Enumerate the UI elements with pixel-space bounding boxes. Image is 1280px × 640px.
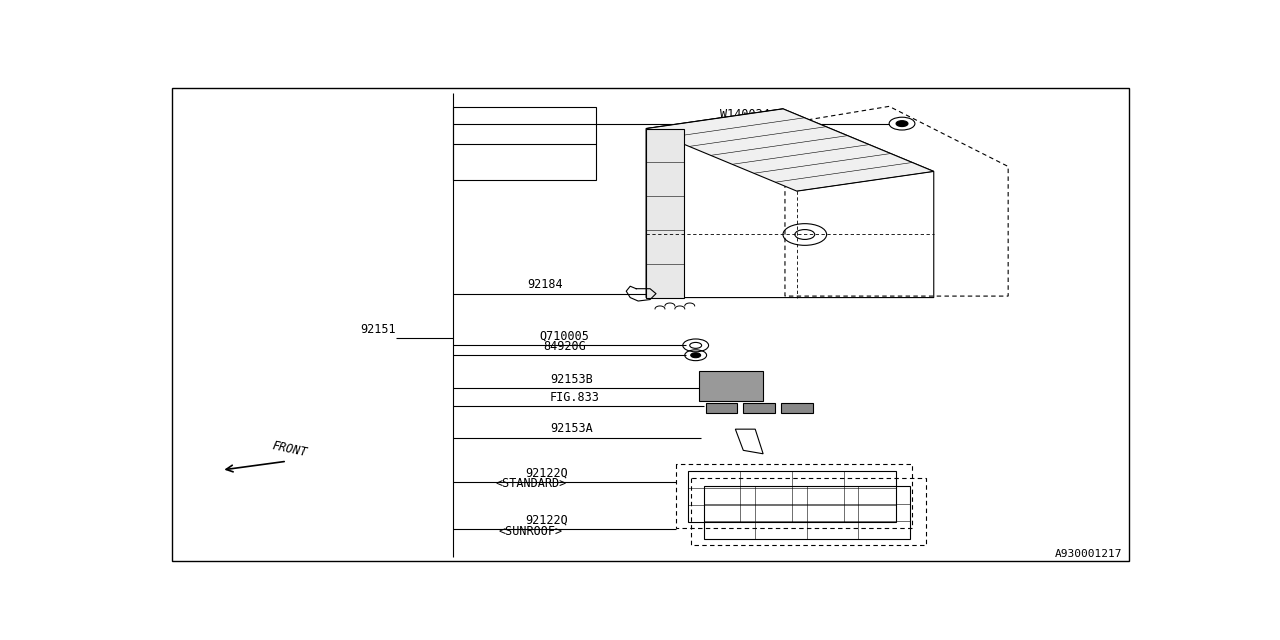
Text: 92153A: 92153A (550, 422, 593, 435)
Bar (704, 486, 910, 539)
Text: FRONT: FRONT (271, 439, 308, 460)
Text: 92184: 92184 (527, 278, 563, 291)
Circle shape (691, 353, 700, 358)
Text: Q710005: Q710005 (540, 330, 590, 343)
Bar (781, 403, 813, 413)
Text: 84920G: 84920G (544, 340, 586, 353)
Text: 92122Q: 92122Q (526, 467, 568, 479)
Text: 92153B: 92153B (550, 372, 593, 386)
Polygon shape (704, 372, 733, 398)
Bar (453, 108, 596, 180)
Polygon shape (646, 109, 934, 191)
Text: W140024: W140024 (721, 108, 771, 121)
Text: A930001217: A930001217 (1055, 548, 1123, 559)
Bar (687, 470, 896, 522)
Text: <SUNROOF>: <SUNROOF> (499, 525, 563, 538)
Text: 92122Q: 92122Q (526, 514, 568, 527)
Text: 92151: 92151 (361, 323, 396, 335)
Bar (744, 403, 776, 413)
Polygon shape (646, 129, 684, 298)
Text: FIG.833: FIG.833 (549, 390, 599, 404)
Bar (705, 403, 737, 413)
Text: <STANDARD>: <STANDARD> (495, 477, 567, 490)
Circle shape (896, 121, 908, 127)
Bar (699, 371, 763, 401)
